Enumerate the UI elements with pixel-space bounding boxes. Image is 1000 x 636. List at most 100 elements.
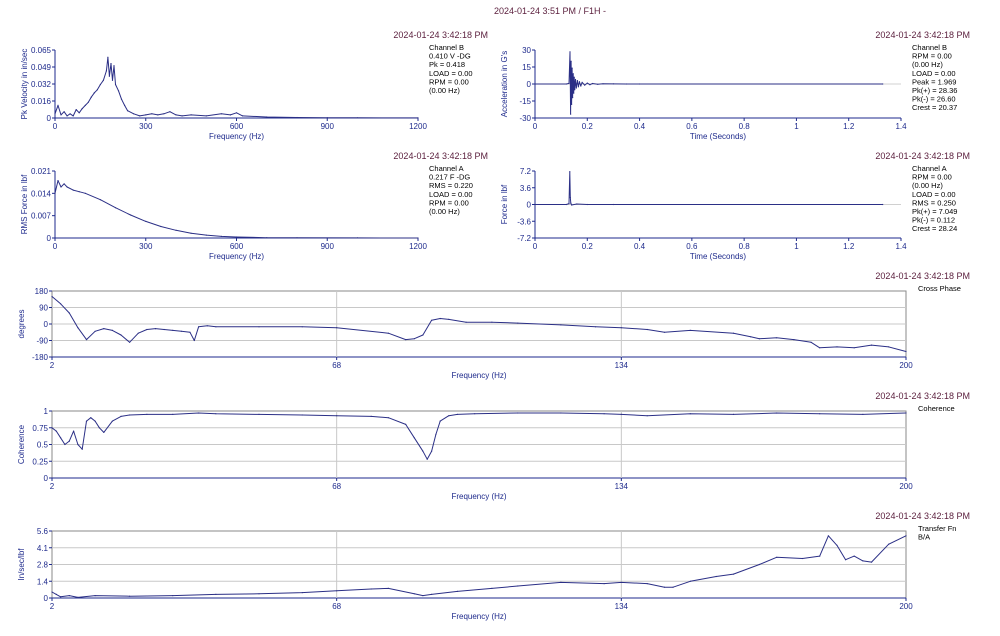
- y-tick-label: 0: [47, 114, 52, 123]
- plot-panel-5: 2024-01-24 3:42:18 PM 2 68 134 200 180 90 0 -90 -…: [17, 271, 970, 380]
- data-point: [570, 202, 572, 204]
- info-line: B/A: [918, 533, 930, 542]
- data-point: [81, 108, 83, 110]
- data-point: [220, 235, 222, 237]
- x-tick-label: 0.2: [582, 242, 594, 251]
- timestamp: 2024-01-24 3:42:18 PM: [875, 30, 970, 40]
- data-point: [448, 415, 450, 417]
- data-point: [63, 111, 65, 113]
- data-point: [465, 321, 467, 323]
- data-point: [190, 232, 192, 234]
- y-tick-label: 0: [527, 80, 532, 89]
- y-tick-label: 7.2: [520, 167, 532, 176]
- data-point: [107, 56, 109, 58]
- series-line: [54, 56, 419, 119]
- data-point: [577, 86, 580, 88]
- y-tick-label: 0.021: [31, 167, 52, 176]
- y-tick-label: -180: [32, 353, 49, 362]
- series-line: [54, 180, 419, 239]
- data-point: [129, 414, 131, 416]
- data-point: [110, 63, 112, 65]
- x-tick-label: 0.6: [686, 242, 698, 251]
- data-point: [793, 339, 795, 341]
- x-tick-label: 0: [533, 122, 538, 131]
- data-point: [111, 329, 113, 331]
- y-tick-label: -3.6: [517, 217, 531, 226]
- data-point: [663, 331, 666, 333]
- data-point: [776, 556, 778, 558]
- timestamp: 2024-01-24 3:42:18 PM: [875, 151, 970, 161]
- y-tick-label: 0.5: [37, 441, 49, 450]
- data-point: [336, 590, 338, 592]
- data-point: [845, 559, 847, 561]
- plot-panel-1: 2024-01-24 3:42:18 PM 0 300 600 900 1200 0.065…: [20, 30, 488, 141]
- x-tick-label: 2: [50, 482, 55, 491]
- data-point: [55, 430, 57, 432]
- info-line: LOAD = 0.00: [912, 190, 956, 199]
- data-point: [94, 330, 96, 332]
- data-point: [819, 347, 821, 349]
- data-point: [99, 199, 101, 201]
- data-point: [732, 413, 735, 415]
- data-point: [356, 117, 359, 119]
- data-point: [78, 191, 80, 193]
- data-point: [124, 104, 126, 106]
- data-point: [565, 203, 568, 206]
- data-point: [586, 203, 588, 206]
- data-point: [491, 587, 493, 590]
- data-point: [66, 186, 68, 188]
- data-point: [190, 114, 192, 116]
- data-point: [413, 437, 415, 439]
- data-point: [568, 203, 570, 205]
- data-point: [336, 327, 338, 329]
- data-point: [90, 417, 92, 419]
- info-line: Pk(-) = 26.60: [912, 95, 956, 104]
- info-line: (0.00 Hz): [429, 207, 460, 216]
- info-line: Transfer Fn: [918, 524, 956, 533]
- data-point: [85, 339, 88, 341]
- data-point: [181, 115, 183, 117]
- data-point: [84, 104, 86, 106]
- data-point: [180, 330, 182, 332]
- x-tick-label: 1200: [409, 242, 427, 251]
- data-point: [431, 450, 433, 452]
- data-point: [405, 339, 407, 341]
- y-tick-label: 0.049: [31, 63, 52, 72]
- data-point: [87, 101, 89, 103]
- data-point: [870, 561, 873, 563]
- timestamp: 2024-01-24 3:42:18 PM: [393, 151, 488, 161]
- data-point: [193, 339, 195, 342]
- data-point: [663, 586, 666, 588]
- y-axis-label: RMS Force in lbf: [20, 174, 29, 234]
- data-point: [597, 83, 599, 85]
- y-tick-label: 0.007: [31, 212, 52, 221]
- x-tick-label: 0: [53, 122, 58, 131]
- y-tick-label: 5.6: [37, 527, 49, 536]
- data-point: [169, 111, 171, 113]
- data-point: [581, 81, 583, 83]
- info-line: Pk(+) = 28.36: [912, 86, 957, 95]
- data-point: [387, 587, 389, 590]
- data-point: [570, 113, 572, 115]
- data-point: [836, 544, 838, 547]
- data-point: [569, 196, 571, 199]
- data-point: [326, 117, 328, 119]
- y-tick-label: 3.6: [520, 184, 532, 193]
- data-point: [776, 337, 778, 339]
- data-point: [491, 321, 493, 323]
- x-axis-label: Frequency (Hz): [451, 371, 506, 380]
- data-point: [560, 412, 562, 414]
- x-tick-label: 600: [230, 242, 244, 251]
- info-line: RPM = 0.00: [429, 77, 469, 86]
- y-axis-label: Acceleration in G's: [500, 51, 509, 117]
- x-tick-label: 1.4: [895, 122, 907, 131]
- data-point: [81, 448, 83, 450]
- y-tick-label: 1: [44, 407, 49, 416]
- data-point: [612, 83, 615, 85]
- info-line: (0.00 Hz): [429, 86, 460, 95]
- data-point: [145, 220, 147, 222]
- info-line: LOAD = 0.00: [429, 69, 473, 78]
- data-point: [198, 412, 200, 414]
- x-tick-label: 200: [899, 482, 913, 491]
